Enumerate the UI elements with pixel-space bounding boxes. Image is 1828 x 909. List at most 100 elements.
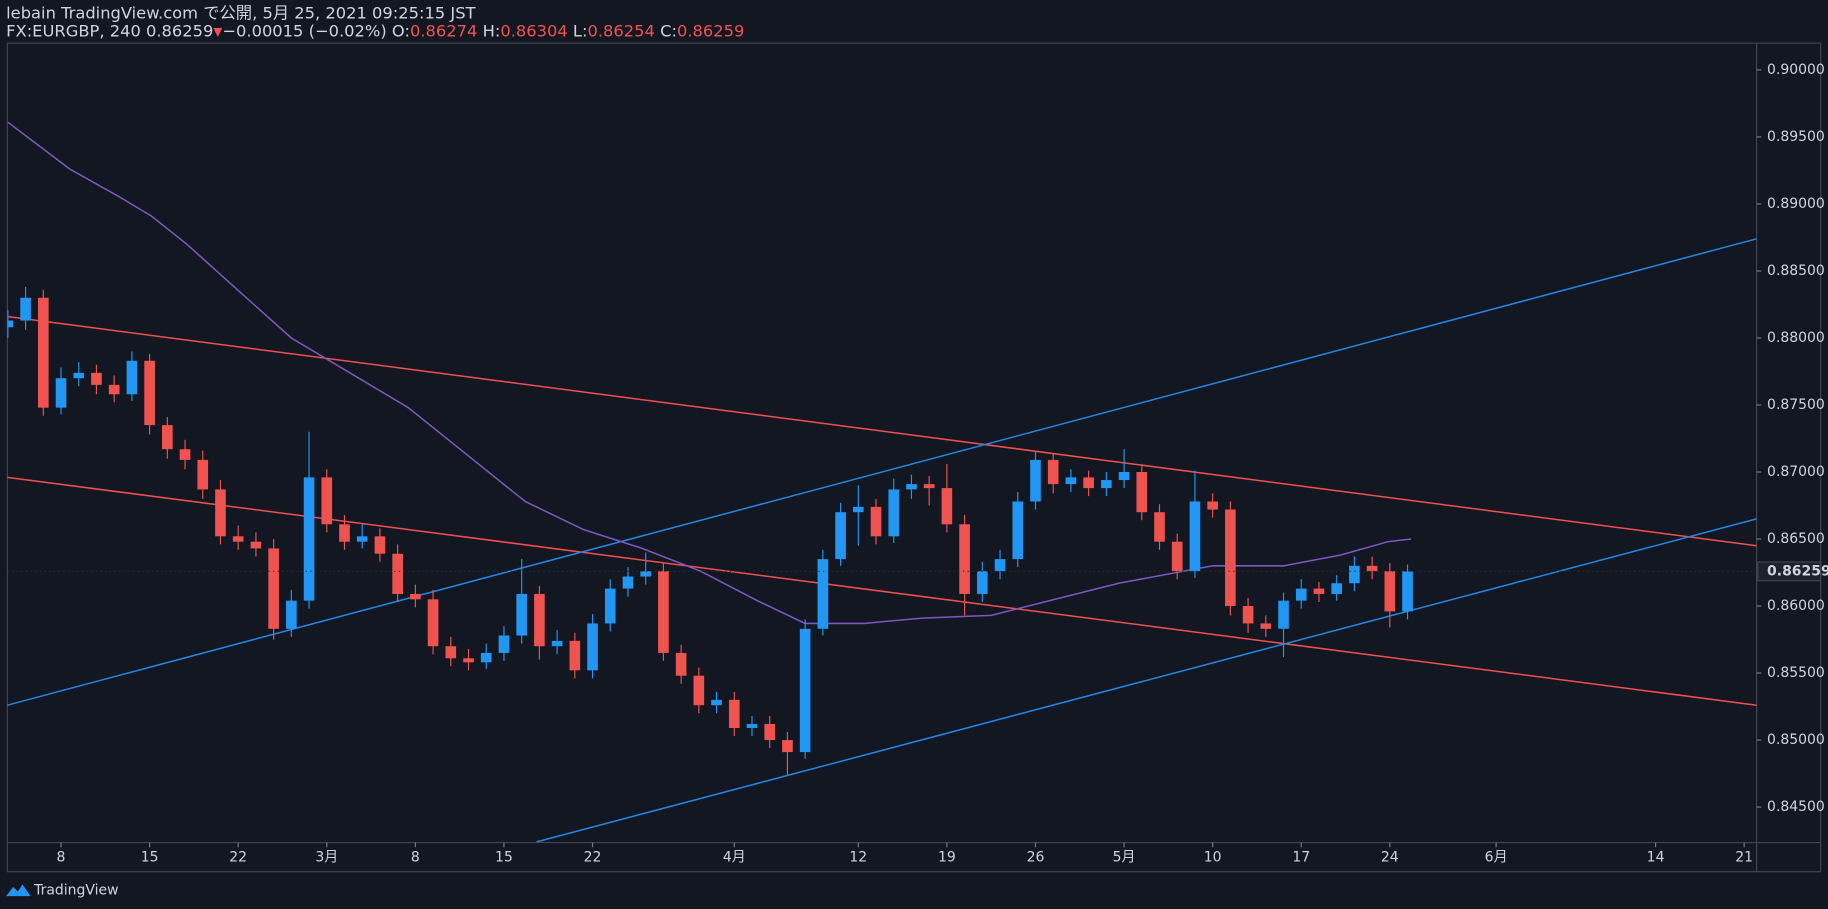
candle-body	[126, 360, 138, 395]
candle-body	[410, 593, 421, 600]
y-tick-label: 0.86000	[1767, 598, 1825, 614]
candle-body	[268, 548, 279, 629]
y-tick-label: 0.88000	[1767, 330, 1825, 346]
candle-body	[1278, 600, 1289, 629]
candle-body	[693, 675, 705, 706]
candle-body	[286, 600, 297, 629]
x-tick-label: 4月	[723, 850, 746, 866]
y-tick-label: 0.89500	[1767, 129, 1825, 145]
candle-body	[1083, 477, 1094, 489]
candle-body	[1313, 588, 1325, 594]
x-tick-label: 8	[411, 850, 420, 866]
candle-body	[55, 378, 67, 408]
candle-body	[923, 484, 935, 489]
close-value: 0.86259	[677, 21, 744, 40]
candle-body	[1012, 501, 1024, 560]
high-value: 0.86304	[500, 21, 567, 40]
x-tick-label: 6月	[1485, 850, 1508, 866]
x-tick-label: 21	[1735, 850, 1753, 866]
brand: TradingView	[33, 882, 118, 898]
candle-body	[215, 489, 226, 537]
x-tick-label: 19	[938, 850, 956, 866]
candle-body	[445, 646, 457, 659]
candle-body	[1154, 512, 1165, 542]
candle-body	[480, 652, 492, 663]
candle-body	[1242, 606, 1254, 624]
candle-body	[534, 593, 545, 647]
candle-body	[1384, 571, 1396, 612]
header-quote: FX:EURGBP, 240 0.86259▼−0.00015 (−0.02%)…	[6, 21, 744, 40]
x-tick-label: 22	[229, 850, 247, 866]
candle-body	[73, 372, 85, 379]
candle-body	[1207, 501, 1218, 510]
candle-body	[764, 723, 776, 741]
candle-body	[746, 723, 758, 728]
candle-body	[817, 559, 829, 629]
x-tick-label: 14	[1647, 850, 1665, 866]
trend-line	[536, 518, 1757, 843]
candle-body	[782, 740, 793, 753]
trend-line	[7, 238, 1757, 706]
header-title: lebain TradingView.com で公開, 5月 25, 2021 …	[6, 3, 475, 22]
candle-body	[162, 425, 173, 450]
x-tick-label: 15	[495, 850, 513, 866]
candle-body	[1065, 477, 1077, 485]
y-tick-label: 0.85000	[1767, 732, 1825, 748]
plot	[7, 121, 1757, 843]
candle-body	[604, 588, 616, 624]
candle-body	[1136, 471, 1148, 513]
candle-body	[392, 553, 403, 594]
candle-body	[622, 576, 634, 589]
x-tick-label: 26	[1027, 850, 1045, 866]
candle-body	[711, 699, 722, 706]
logo-icon	[6, 884, 31, 897]
axes: 0.84500 0.85000 0.85500 0.86000 0.86500 0.870…	[57, 62, 1828, 866]
x-tick-label: 17	[1292, 850, 1310, 866]
y-tick-label: 0.84500	[1767, 799, 1825, 815]
x-tick-label: 22	[584, 850, 602, 866]
candle-body	[888, 489, 900, 537]
candle-body	[1366, 565, 1378, 572]
x-tick-label: 12	[849, 850, 867, 866]
candle-body	[1171, 541, 1183, 572]
candle-body	[374, 536, 386, 554]
open-value: 0.86274	[410, 21, 477, 40]
candle-body	[427, 599, 439, 647]
last-price-label: 0.86259	[1767, 563, 1828, 579]
trend-line	[7, 476, 1757, 706]
y-tick-label: 0.86500	[1767, 531, 1825, 547]
low-value: 0.86254	[588, 21, 655, 40]
y-tick-label: 0.87500	[1767, 397, 1825, 413]
candle-body	[640, 571, 652, 577]
candle-body	[250, 541, 262, 549]
close-label: C:	[660, 21, 677, 40]
candle-body	[179, 449, 191, 460]
candle-body	[569, 640, 581, 671]
y-tick-label: 0.90000	[1767, 62, 1825, 78]
candle-body	[835, 512, 846, 560]
candle-body	[994, 559, 1006, 572]
candle-body	[144, 360, 155, 426]
x-tick-label: 15	[141, 850, 159, 866]
open-label: O:	[392, 21, 410, 40]
candle-body	[20, 297, 31, 321]
y-tick-label: 0.85500	[1767, 665, 1825, 681]
candle-body	[1331, 583, 1342, 594]
low-label: L:	[573, 21, 588, 40]
candle-body	[339, 524, 350, 542]
y-tick-label: 0.87000	[1767, 464, 1825, 480]
candle-body	[587, 623, 598, 671]
candle-body	[977, 571, 988, 594]
x-tick-label: 5月	[1113, 850, 1136, 866]
frame	[6, 42, 1822, 873]
candle-body	[356, 536, 368, 542]
candle-body	[1349, 565, 1360, 584]
trend-line	[7, 315, 1757, 547]
candle-body	[7, 320, 14, 328]
candle-body	[1047, 459, 1059, 485]
candle-body	[37, 297, 49, 408]
y-tick-label: 0.89000	[1767, 196, 1825, 212]
